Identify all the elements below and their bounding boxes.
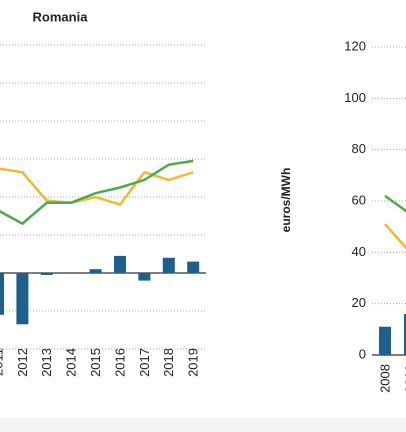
y-tick-label: 120: [344, 38, 366, 53]
bar: [0, 273, 4, 315]
x-tick-label: 2014: [64, 348, 79, 377]
x-tick-label: 2009: [402, 364, 406, 393]
x-tick-label: 2017: [137, 348, 152, 377]
y-tick-label: 20: [352, 295, 366, 310]
bar: [187, 261, 200, 273]
x-tick-label: 2016: [112, 348, 127, 377]
y-tick-label: 40: [352, 244, 366, 259]
x-tick-label: 2013: [39, 348, 54, 377]
bar: [404, 313, 406, 355]
chart-title: Romania: [33, 9, 89, 24]
y-tick-label: 0: [359, 346, 366, 361]
footer-band: [0, 418, 406, 432]
line: [0, 167, 194, 207]
line: [384, 194, 406, 213]
y-tick-label: 100: [344, 90, 366, 105]
bar: [89, 269, 102, 273]
line: [0, 159, 194, 226]
x-tick-label: 2012: [15, 348, 30, 377]
bar: [16, 273, 29, 325]
bar: [162, 257, 175, 273]
bar: [40, 273, 53, 275]
x-tick-label: 2018: [161, 348, 176, 377]
bar: [138, 273, 151, 281]
x-tick-label: 2015: [88, 348, 103, 377]
line: [384, 223, 406, 250]
y-tick-label: 80: [352, 141, 366, 156]
bar: [114, 255, 126, 273]
x-tick-label: 2011: [0, 348, 5, 376]
bar: [379, 326, 391, 355]
y-axis-label: euros/MWh: [279, 168, 293, 233]
x-tick-label: 2019: [186, 348, 201, 377]
y-tick-label: 60: [352, 192, 366, 207]
x-tick-label: 2008: [377, 364, 392, 393]
